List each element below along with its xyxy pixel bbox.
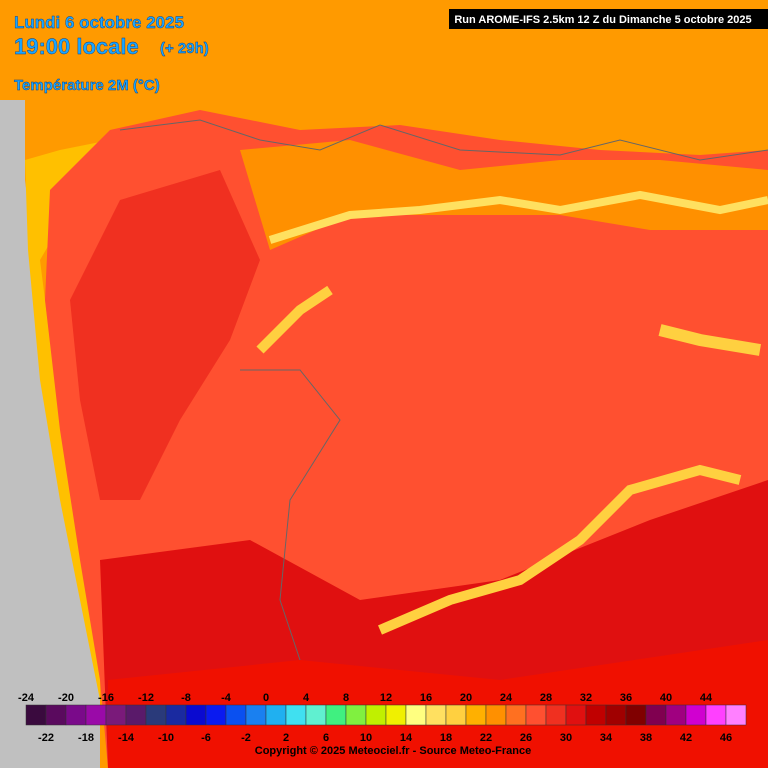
legend-label: -18 [78, 732, 94, 744]
legend-label: 6 [323, 732, 329, 744]
legend-swatch [65, 704, 87, 726]
legend-swatch [505, 704, 527, 726]
legend-label: -12 [138, 692, 154, 704]
legend-label: -16 [98, 692, 114, 704]
legend-swatch [565, 704, 587, 726]
legend-label: -14 [118, 732, 135, 744]
land-hot [70, 170, 260, 500]
legend-swatch [325, 704, 347, 726]
legend-label: 34 [600, 732, 613, 744]
legend-swatch [665, 704, 687, 726]
legend-swatch [125, 704, 147, 726]
legend-swatch [265, 704, 287, 726]
legend-swatch [425, 704, 447, 726]
legend-label: 18 [440, 732, 452, 744]
legend-swatch [385, 704, 407, 726]
parameter: Température 2M (°C) [14, 77, 160, 94]
legend-swatch [705, 704, 727, 726]
legend-label: 30 [560, 732, 572, 744]
legend-label: 42 [680, 732, 692, 744]
legend-swatch [25, 704, 47, 726]
legend-label: 36 [620, 692, 632, 704]
legend-label: -8 [181, 692, 191, 704]
legend-swatch [245, 704, 267, 726]
legend-label: 32 [580, 692, 592, 704]
legend-swatch [365, 704, 387, 726]
legend-swatch [625, 704, 647, 726]
coastline [119, 119, 768, 161]
ridge [256, 285, 333, 354]
legend-swatch [525, 704, 547, 726]
legend-label: 22 [480, 732, 492, 744]
legend-label: -4 [221, 692, 232, 704]
legend-swatch [605, 704, 627, 726]
legend-label: -24 [18, 692, 35, 704]
coast-band [25, 140, 110, 700]
legend-label: 16 [420, 692, 432, 704]
legend-label: 24 [500, 692, 513, 704]
run-box [449, 9, 768, 29]
run-info: Run AROME-IFS 2.5km 12 Z du Dimanche 5 o… [454, 14, 751, 26]
legend-label: 4 [303, 692, 310, 704]
legend-swatch [465, 704, 487, 726]
legend-swatch [485, 704, 507, 726]
legend-swatch [345, 704, 367, 726]
legend-label: 46 [720, 732, 732, 744]
ridge [658, 324, 761, 356]
legend-label: 44 [700, 692, 713, 704]
legend-swatch [165, 704, 187, 726]
legend-label: 12 [380, 692, 392, 704]
legend-swatch [205, 704, 227, 726]
legend-swatch [685, 704, 707, 726]
legend-swatch [445, 704, 467, 726]
land-hottest [108, 640, 768, 768]
legend-label: 28 [540, 692, 552, 704]
legend-swatch [405, 704, 427, 726]
legend-label: -10 [158, 732, 174, 744]
legend-swatch [45, 704, 67, 726]
legend-label: 14 [400, 732, 413, 744]
legend-label: 10 [360, 732, 372, 744]
legend-swatch [105, 704, 127, 726]
legend-label: 8 [343, 692, 349, 704]
legend-label: 40 [660, 692, 672, 704]
legend-swatch [85, 704, 107, 726]
legend-label: -20 [58, 692, 74, 704]
legend-label: -6 [201, 732, 211, 744]
legend-label: 2 [283, 732, 289, 744]
legend-swatch [305, 704, 327, 726]
legend-label: 26 [520, 732, 532, 744]
legend-swatch [645, 704, 667, 726]
legend-swatch [285, 704, 307, 726]
legend-swatch [225, 704, 247, 726]
legend-label: -2 [241, 732, 251, 744]
date: Lundi 6 octobre 2025 [14, 13, 184, 32]
legend-swatch [585, 704, 607, 726]
legend-label: 20 [460, 692, 472, 704]
mountain-band [240, 140, 768, 250]
legend-swatch [145, 704, 167, 726]
time: 19:00 locale [14, 34, 139, 59]
legend-label: 0 [263, 692, 269, 704]
legend-swatch [185, 704, 207, 726]
ridge [378, 464, 742, 635]
legend-swatch [545, 704, 567, 726]
offset: (+ 29h) [160, 40, 209, 57]
copyright: Copyright © 2025 Meteociel.fr - Source M… [255, 745, 531, 757]
legend-swatch [725, 704, 747, 726]
ridge [268, 190, 768, 244]
legend-label: 38 [640, 732, 652, 744]
legend-label: -22 [38, 732, 54, 744]
border [240, 369, 341, 661]
